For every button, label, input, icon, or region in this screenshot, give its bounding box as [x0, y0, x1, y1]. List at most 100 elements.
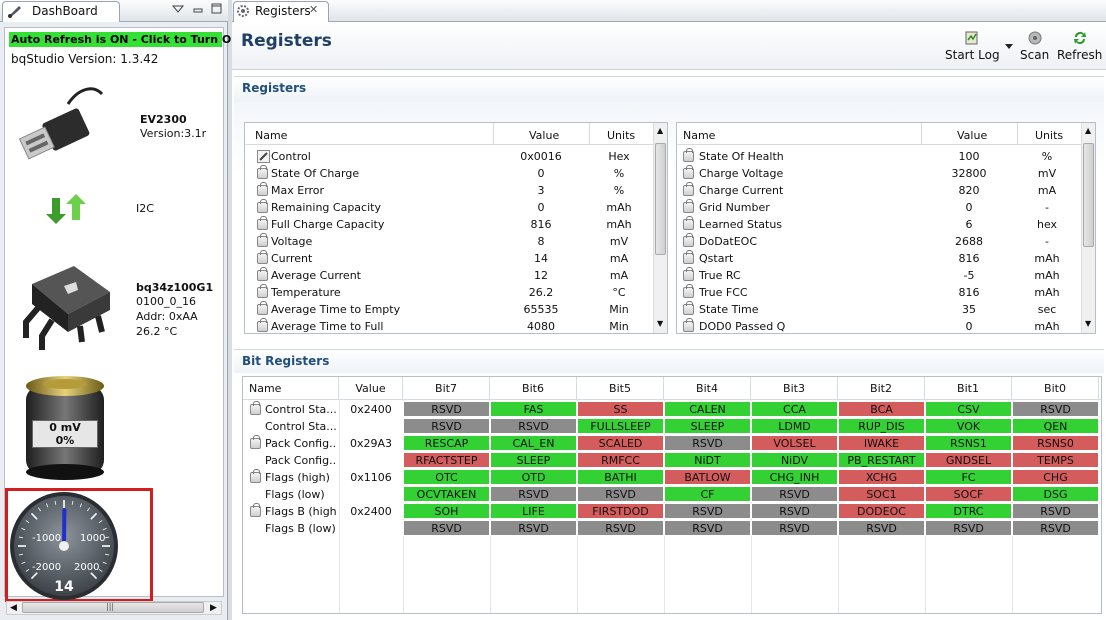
table-row[interactable]: Full Charge Capacity 816 mAh — [245, 216, 653, 233]
scroll-up-arrow[interactable]: ▲ — [1085, 126, 1092, 135]
bit-register-row[interactable]: Flags B (high) 0x2400 SOH LIFE FIRSTDOD RSVD R… — [243, 503, 1101, 520]
bit-column-header[interactable]: Bit2 — [838, 377, 925, 400]
bit-registers-section-header — [234, 349, 1104, 373]
gauge-tick — [87, 507, 90, 512]
gauge-value: 14 — [54, 579, 74, 595]
scroll-left-arrow[interactable]: ◀ — [10, 603, 17, 613]
auto-refresh-toggle[interactable]: Auto Refresh is ON - Click to Turn OFF — [9, 32, 247, 47]
registers-right-vscrollbar[interactable]: ▲ ▼ — [1081, 123, 1095, 333]
bit-column-header[interactable]: Bit7 — [403, 377, 490, 400]
scroll-thumb[interactable] — [655, 143, 666, 255]
bit-column-header[interactable]: Bit3 — [751, 377, 838, 400]
register-name: Temperature — [271, 286, 341, 299]
table-row[interactable]: Average Time to Full 4080 Min — [245, 318, 653, 333]
register-name: True RC — [699, 269, 741, 282]
scroll-right-arrow[interactable]: ▶ — [210, 603, 217, 613]
dashboard-tab[interactable] — [2, 1, 120, 22]
bit-register-row[interactable]: Flags B (low) RSVD RSVD RSVD RSVD RSVD RSVD RSV… — [243, 520, 1101, 537]
bit-register-row[interactable]: Pack Config... RFACTSTEP SLEEP RMFCC NiDT NiD… — [243, 452, 1101, 469]
page-title: Registers — [241, 31, 332, 51]
register-name: Grid Number — [699, 201, 770, 214]
table-row[interactable]: Qstart 816 mAh — [677, 250, 1081, 267]
table-row[interactable]: Learned Status 6 hex — [677, 216, 1081, 233]
row-icon — [683, 216, 697, 233]
table-row[interactable]: Temperature 26.2 °C — [245, 284, 653, 301]
table-row[interactable]: State Of Charge 0% — [245, 165, 653, 182]
bit-cell: RSVD — [1012, 401, 1099, 417]
bit-register-row[interactable]: Flags (high) 0x1106 OTC OTD BATHI BATLOW CHG_I… — [243, 469, 1101, 486]
bit-column-header[interactable]: Value — [339, 377, 403, 400]
column-units[interactable]: Units — [1035, 129, 1064, 142]
scan-button[interactable]: Scan — [1020, 30, 1049, 62]
bit-column-header[interactable]: Name — [243, 377, 339, 400]
refresh-button[interactable]: Refresh — [1057, 30, 1102, 62]
bit-column-header[interactable]: Bit1 — [925, 377, 1012, 400]
column-name[interactable]: Name — [255, 129, 288, 142]
register-name: State Of Health — [699, 150, 784, 163]
row-icon — [683, 148, 697, 165]
maximize-icon[interactable] — [211, 3, 222, 14]
gauge-tick — [21, 528, 26, 531]
register-units: mAh — [1034, 252, 1060, 265]
register-units: hex — [1036, 218, 1058, 231]
current-gauge: -1000 1000 -2000 2000 14 — [10, 492, 118, 600]
table-row[interactable]: Voltage 8 mV — [245, 233, 653, 250]
column-units[interactable]: Units — [607, 129, 636, 142]
row-icon — [683, 233, 697, 250]
scroll-thumb[interactable] — [1083, 143, 1094, 247]
table-row[interactable]: DoDatEOC 2688 - — [677, 233, 1081, 250]
gauge-tick — [98, 569, 103, 572]
table-row[interactable]: Remaining Capacity 0 mAh — [245, 199, 653, 216]
table-row[interactable]: Current 14 mA — [245, 250, 653, 267]
column-value[interactable]: Value — [957, 129, 988, 142]
scroll-down-arrow[interactable]: ▼ — [657, 319, 664, 328]
bit-register-row[interactable]: Control Sta... RSVD RSVD FULLSLEEP SLEEP LDMD… — [243, 418, 1101, 435]
column-name[interactable]: Name — [683, 129, 716, 142]
table-row[interactable]: Grid Number 0 - — [677, 199, 1081, 216]
dashboard-hscroll-thumb[interactable] — [22, 602, 204, 613]
register-name: Qstart — [699, 252, 734, 265]
registers-tab[interactable] — [233, 1, 329, 22]
bit-cell: RSVD — [490, 418, 577, 434]
table-row[interactable]: True FCC 816 mAh — [677, 284, 1081, 301]
scroll-up-arrow[interactable]: ▲ — [657, 126, 664, 135]
table-row[interactable]: Control 0x0016 Hex — [245, 148, 653, 165]
table-row[interactable]: DOD0 Passed Q 0 mAh — [677, 318, 1081, 333]
column-value[interactable]: Value — [529, 129, 560, 142]
register-value: 820 — [958, 184, 980, 197]
table-row[interactable]: Average Time to Empty 65535 Min — [245, 301, 653, 318]
bit-register-row[interactable]: Flags (low) OCVTAKEN RSVD RSVD CF RSVD SOC1 SOC… — [243, 486, 1101, 503]
view-menu-icon[interactable] — [172, 4, 184, 14]
lock-icon — [257, 301, 268, 315]
bit-cell: SLEEP — [664, 418, 751, 434]
chip-icon — [23, 266, 110, 350]
bit-register-row[interactable]: Control Sta... 0x2400 RSVD FAS SS CALEN CCA BCA… — [243, 401, 1101, 418]
minimize-icon[interactable] — [193, 4, 203, 14]
table-row[interactable]: State Time 35 sec — [677, 301, 1081, 318]
table-row[interactable]: Charge Current 820 mA — [677, 182, 1081, 199]
bit-column-header[interactable]: Bit5 — [577, 377, 664, 400]
close-tab-icon[interactable]: ✕ — [309, 3, 319, 16]
registers-left-vscrollbar[interactable]: ▲ ▼ — [653, 123, 667, 333]
scroll-down-arrow[interactable]: ▼ — [1085, 319, 1092, 328]
table-row[interactable]: State Of Health 100% — [677, 148, 1081, 165]
column-divider — [493, 123, 494, 145]
table-row[interactable]: Average Current 12 mA — [245, 267, 653, 284]
bit-register-value: 0x1106 — [350, 471, 392, 484]
register-value: 816 — [958, 286, 980, 299]
start-log-dropdown-icon[interactable] — [1005, 44, 1013, 50]
bus-type: I2C — [136, 202, 154, 215]
table-row[interactable]: Charge Voltage 32800 mV — [677, 165, 1081, 182]
bit-register-value — [339, 486, 403, 503]
gauge-tick — [79, 503, 82, 508]
start-log-button[interactable]: Start Log — [945, 30, 1000, 62]
bit-register-row[interactable]: Pack Config... 0x29A3 RESCAP CAL_EN SCALED RS… — [243, 435, 1101, 452]
gauge-hub — [59, 541, 69, 551]
table-row[interactable]: True RC -5 mAh — [677, 267, 1081, 284]
row-icon — [683, 301, 697, 318]
bit-column-header[interactable]: Bit6 — [490, 377, 577, 400]
bit-column-header[interactable]: Bit4 — [664, 377, 751, 400]
table-row[interactable]: Max Error 3% — [245, 182, 653, 199]
bit-column-header[interactable]: Bit0 — [1012, 377, 1099, 400]
bit-register-name: Flags B (high) — [265, 505, 337, 518]
